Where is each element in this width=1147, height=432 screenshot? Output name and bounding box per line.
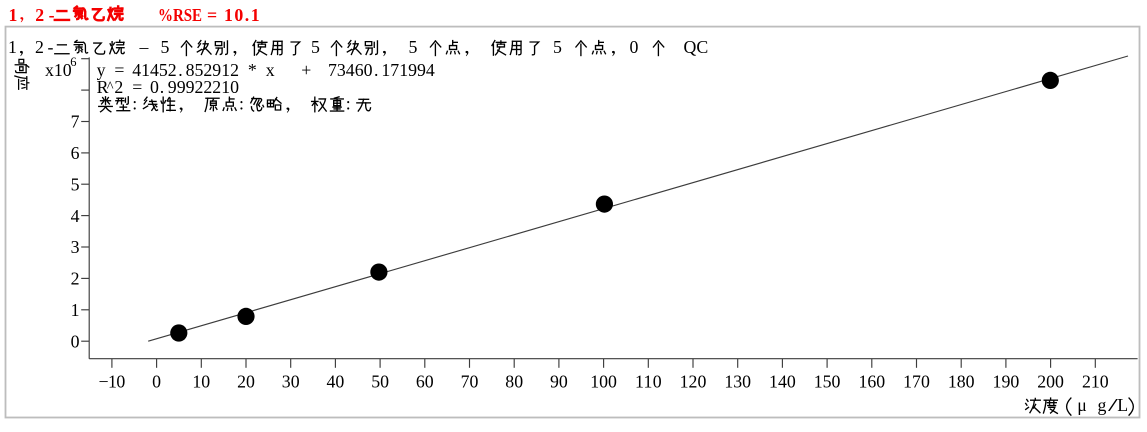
svg-text:=: = [207, 5, 217, 25]
svg-text:y: y [97, 60, 106, 80]
svg-text:-: - [48, 37, 54, 57]
svg-text:100: 100 [590, 372, 617, 392]
svg-text:%RSE: %RSE [158, 5, 202, 25]
svg-text:2: 2 [114, 77, 123, 97]
svg-text:3: 3 [71, 237, 80, 257]
svg-text:190: 190 [993, 372, 1020, 392]
svg-text:–: – [139, 37, 150, 57]
svg-text::: : [239, 93, 244, 113]
svg-text:2: 2 [71, 269, 80, 289]
svg-text:110: 110 [635, 372, 662, 392]
svg-text:41452: 41452 [132, 60, 177, 80]
svg-text:5: 5 [161, 37, 170, 57]
svg-text:70: 70 [461, 372, 479, 392]
svg-text:x: x [266, 60, 275, 80]
svg-text:.: . [374, 60, 378, 80]
svg-text:1: 1 [8, 37, 17, 57]
svg-text:0: 0 [150, 77, 159, 97]
svg-text:6: 6 [71, 143, 80, 163]
svg-text:50: 50 [371, 372, 389, 392]
svg-text:171994: 171994 [381, 60, 435, 80]
svg-text:−10: −10 [99, 372, 126, 392]
svg-text:5: 5 [553, 37, 562, 57]
svg-text:5: 5 [311, 37, 320, 57]
svg-text:30: 30 [282, 372, 300, 392]
svg-text::: : [346, 93, 351, 113]
svg-text:10: 10 [192, 372, 210, 392]
svg-text:2: 2 [35, 37, 44, 57]
svg-text:1: 1 [9, 5, 18, 25]
svg-text:g: g [1098, 395, 1107, 415]
svg-text:170: 170 [903, 372, 930, 392]
svg-text:2: 2 [35, 5, 44, 25]
svg-text:/: / [1108, 395, 1118, 415]
svg-text:5: 5 [71, 174, 80, 194]
svg-text:90: 90 [550, 372, 568, 392]
svg-text:150: 150 [814, 372, 841, 392]
svg-text:6: 6 [70, 55, 76, 69]
svg-text:QC: QC [684, 37, 709, 57]
svg-text:852912: 852912 [186, 60, 239, 80]
svg-text:60: 60 [416, 372, 434, 392]
svg-text:+: + [301, 60, 311, 80]
svg-text:0: 0 [630, 37, 639, 57]
svg-text:^: ^ [107, 79, 114, 95]
svg-text:80: 80 [505, 372, 523, 392]
svg-text::: : [132, 93, 137, 113]
svg-text:0: 0 [71, 331, 80, 351]
svg-text:20: 20 [237, 372, 255, 392]
svg-text:200: 200 [1037, 372, 1064, 392]
svg-text:120: 120 [680, 372, 707, 392]
svg-text:=: = [132, 77, 142, 97]
svg-text:130: 130 [724, 372, 751, 392]
svg-text:180: 180 [948, 372, 975, 392]
svg-text:0: 0 [152, 372, 161, 392]
svg-text:1: 1 [71, 300, 80, 320]
svg-text:10.1: 10.1 [224, 5, 260, 25]
svg-text:-: - [49, 5, 55, 25]
svg-text:5: 5 [409, 37, 418, 57]
svg-text:99922210: 99922210 [168, 77, 239, 97]
svg-text:*: * [248, 60, 257, 80]
svg-text:40: 40 [327, 372, 345, 392]
svg-text:R: R [97, 77, 109, 97]
svg-text:73460: 73460 [328, 60, 373, 80]
svg-text:7: 7 [71, 112, 80, 132]
svg-text:.: . [178, 60, 182, 80]
svg-text:L: L [1117, 395, 1128, 415]
svg-text:160: 160 [858, 372, 885, 392]
svg-text:4: 4 [71, 206, 80, 226]
svg-text:μ: μ [1077, 395, 1087, 415]
svg-text:210: 210 [1082, 372, 1109, 392]
svg-text:=: = [114, 60, 124, 80]
svg-text:.: . [160, 77, 164, 97]
svg-text:x10: x10 [45, 60, 72, 80]
svg-text:140: 140 [769, 372, 796, 392]
